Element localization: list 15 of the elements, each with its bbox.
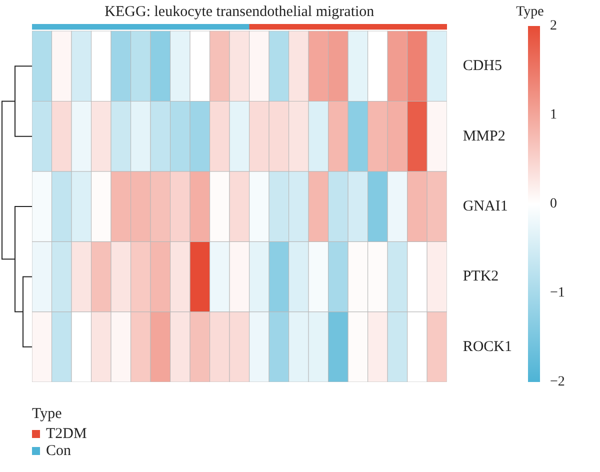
y-tick-label: MMP2 [462,128,506,144]
color-bar-title: Type [516,4,544,20]
y-tick-label: ROCK1 [462,338,512,355]
color-bar-label: 0 [550,196,557,212]
y-tick-label: CDH5 [462,58,502,74]
legend-label: T2DM [46,426,87,442]
legend-label: Con [46,442,72,459]
legend-title: Type [32,406,62,422]
chart-title: KEGG: leukocyte transendothelial migration [104,4,375,20]
y-tick-label: PTK2 [462,268,499,285]
color-bar-label: −1 [550,286,565,301]
color-bar-label: −2 [550,374,565,390]
color-bar-label: 2 [550,18,557,34]
y-tick-label: GNAI1 [462,198,508,214]
color-bar-label: 1 [550,108,557,123]
